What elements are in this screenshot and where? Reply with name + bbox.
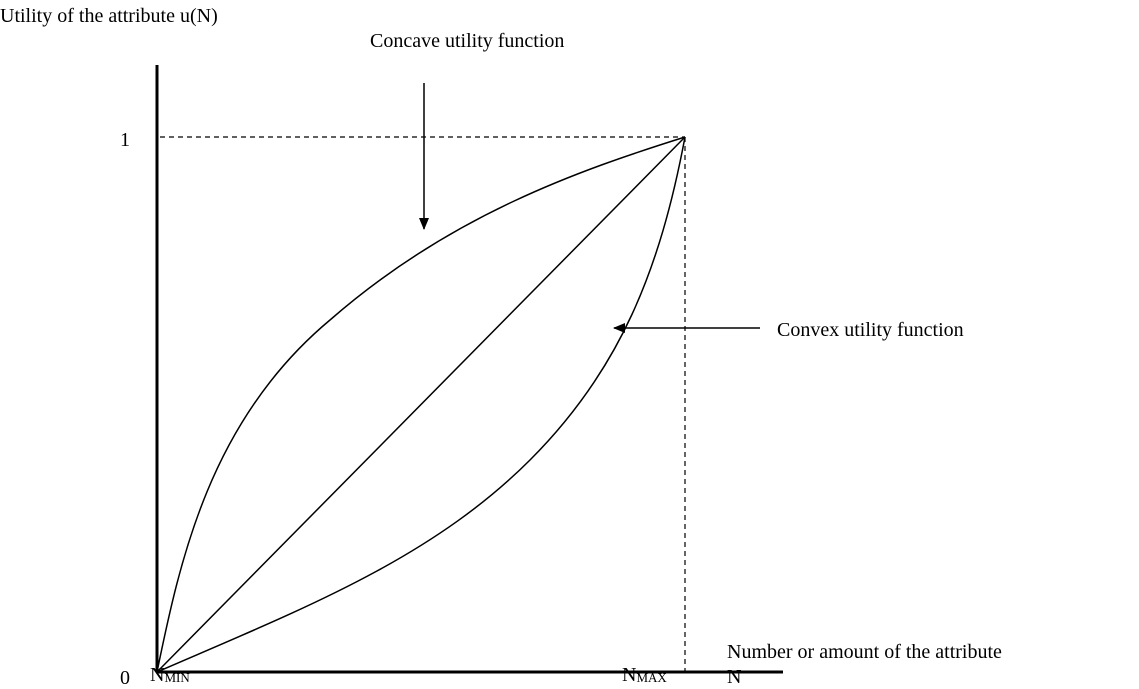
y-tick-label: 1 [120, 129, 130, 151]
annotation: Convex utility function [777, 319, 964, 341]
tick-base: N [150, 664, 164, 686]
x-tick-label: NMIN [150, 664, 190, 686]
x-axis-label: N [727, 666, 741, 688]
convex-curve [156, 136, 686, 673]
y-axis-label: Utility of the attribute u(N) [0, 5, 218, 27]
annotation: Concave utility function [370, 30, 564, 52]
y-tick-label: 0 [120, 667, 130, 689]
tick-base: N [622, 664, 636, 686]
x-tick-label: NMAX [622, 664, 667, 686]
tick-sub: MIN [164, 670, 190, 685]
x-axis-label: Number or amount of the attribute [727, 641, 1002, 663]
linear-line [156, 136, 686, 673]
tick-sub: MAX [636, 670, 667, 685]
concave-curve [156, 136, 686, 673]
